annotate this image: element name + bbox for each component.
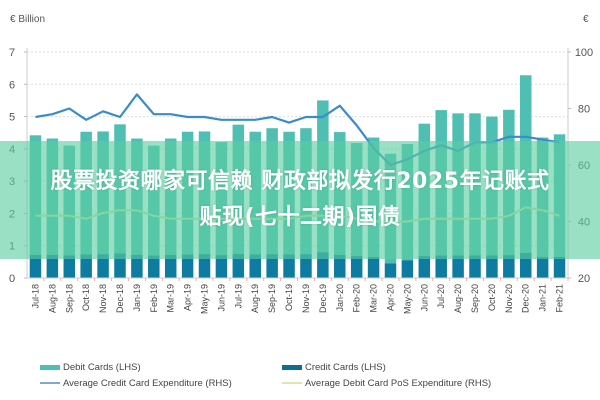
x-tick-label: Oct-19	[284, 284, 294, 311]
credit-bar	[46, 254, 59, 278]
credit-bar	[435, 255, 447, 278]
x-tick-label: Sep-20	[470, 284, 480, 313]
x-tick-label: Feb-21	[555, 284, 565, 313]
x-tick-label: Mar-20	[369, 284, 379, 313]
credit-bar	[181, 254, 194, 278]
x-tick-label: May-19	[200, 284, 210, 314]
right-tick-label: 80	[578, 104, 590, 116]
right-tick-label: 100	[575, 47, 593, 59]
x-tick-label: Nov-20	[504, 284, 514, 313]
credit-bar	[29, 254, 42, 278]
credit-bar	[300, 254, 312, 278]
legend-label-credit-cards: Credit Cards (LHS)	[305, 361, 386, 373]
credit-bar	[131, 254, 143, 278]
credit-bar	[367, 257, 380, 278]
credit-bar	[469, 255, 481, 278]
credit-bar	[283, 254, 295, 278]
left-tick-label: 6	[9, 79, 15, 91]
credit-bar	[266, 254, 278, 278]
x-tick-label: May-20	[402, 284, 412, 314]
x-tick-label: Nov-18	[98, 284, 108, 313]
legend-label-debit-cards: Debit Cards (LHS)	[63, 361, 141, 373]
left-axis-unit: € Billion	[10, 14, 45, 25]
credit-bar	[519, 252, 532, 278]
x-tick-label: Jul-20	[436, 284, 446, 309]
legend-item-avg-credit: Average Credit Card Expenditure (RHS)	[40, 376, 232, 390]
x-tick-label: Aug-19	[250, 284, 260, 313]
credit-bar	[334, 254, 346, 278]
debit-cards-swatch-icon	[40, 364, 60, 370]
avg-credit-line-swatch-icon	[40, 382, 60, 384]
legend-label-avg-debit-pos: Average Debit Card PoS Expenditure (RHS)	[305, 377, 492, 389]
x-tick-label: Sep-19	[267, 284, 277, 313]
credit-bar	[503, 255, 515, 278]
x-tick-label: Aug-20	[453, 284, 463, 313]
x-tick-label: Aug-18	[47, 284, 57, 313]
credit-bar	[418, 256, 431, 278]
credit-bar	[198, 254, 211, 278]
x-tick-label: Jan-20	[335, 284, 345, 312]
left-tick-label: 7	[9, 47, 15, 59]
x-tick-label: Apr-19	[183, 284, 193, 311]
credit-bar	[215, 255, 228, 278]
banner-headline-line1: 股票投资哪家可信赖 财政部拟发行2025年记账式	[50, 169, 550, 194]
x-tick-label: Nov-19	[301, 284, 311, 313]
left-tick-label: 5	[9, 112, 15, 124]
x-tick-label: Oct-18	[81, 284, 91, 311]
credit-bar	[80, 254, 92, 278]
credit-bar	[536, 257, 549, 278]
credit-bar	[114, 253, 126, 278]
credit-bar	[232, 253, 245, 278]
avg-debit-line-swatch-icon	[282, 382, 302, 384]
left-tick-label: 0	[9, 273, 15, 285]
x-tick-label: Apr-20	[385, 284, 395, 311]
x-tick-label: Jun-20	[419, 284, 429, 312]
x-tick-label: Dec-19	[318, 284, 328, 313]
credit-bar	[148, 255, 160, 278]
x-tick-label: Jan-21	[538, 284, 548, 312]
x-tick-label: Jul-18	[30, 284, 40, 309]
credit-bar	[384, 263, 397, 278]
right-tick-label: 20	[578, 273, 590, 285]
x-tick-label: Oct-20	[487, 284, 497, 311]
x-tick-label: Feb-20	[352, 284, 362, 313]
x-tick-label: Sep-18	[64, 284, 74, 313]
x-tick-label: Dec-20	[521, 284, 531, 313]
credit-bar	[486, 255, 498, 278]
credit-bar	[452, 255, 464, 278]
credit-bar	[97, 254, 109, 278]
x-tick-label: Dec-18	[115, 284, 125, 313]
credit-bar	[249, 254, 261, 278]
credit-bar	[350, 256, 363, 278]
credit-bar	[317, 252, 329, 278]
credit-bar	[553, 257, 566, 278]
overlay-banner: 股票投资哪家可信赖 财政部拟发行2025年记账式 贴现(七十二期)国债	[0, 141, 600, 259]
legend-item-avg-debit-pos: Average Debit Card PoS Expenditure (RHS)	[282, 376, 491, 390]
credit-bar	[164, 254, 177, 278]
x-tick-label: Jun-19	[216, 284, 226, 312]
banner-headline-line2: 贴现(七十二期)国债	[199, 205, 401, 230]
chart-legend: Debit Cards (LHS) Credit Cards (LHS) Ave…	[0, 352, 600, 396]
legend-item-credit-cards: Credit Cards (LHS)	[282, 360, 386, 374]
credit-bar	[63, 255, 76, 278]
legend-label-avg-credit: Average Credit Card Expenditure (RHS)	[63, 377, 232, 389]
credit-cards-swatch-icon	[282, 364, 302, 370]
legend-item-debit-cards: Debit Cards (LHS)	[40, 360, 141, 374]
credit-bar	[401, 260, 414, 278]
x-tick-label: Jan-19	[132, 284, 142, 312]
x-tick-label: Jul-19	[233, 284, 243, 309]
x-tick-label: Mar-19	[166, 284, 176, 313]
x-tick-label: Feb-19	[149, 284, 159, 313]
right-axis-unit: €	[583, 14, 589, 25]
